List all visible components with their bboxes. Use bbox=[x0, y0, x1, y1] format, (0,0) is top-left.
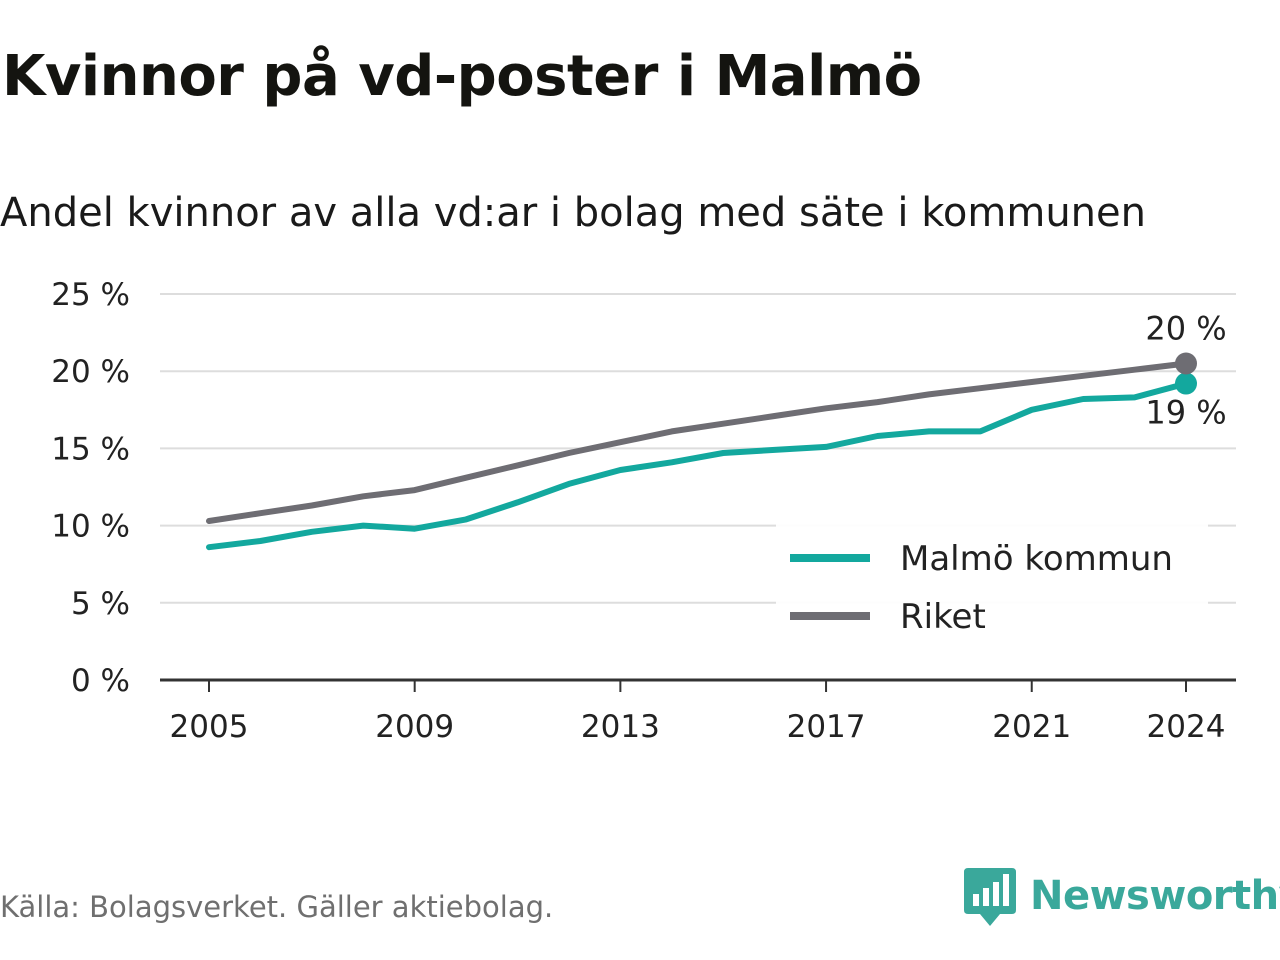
x-tick-label: 2013 bbox=[581, 709, 660, 745]
x-tick-label: 2017 bbox=[787, 709, 866, 745]
y-tick-label: 5 % bbox=[71, 586, 130, 622]
end-label-malmo: 19 % bbox=[1145, 394, 1226, 432]
end-marker-malmo bbox=[1175, 372, 1197, 395]
source-note: Källa: Bolagsverket. Gäller aktiebolag. bbox=[0, 890, 554, 924]
newsworthy-logo: Newsworthy bbox=[962, 864, 1280, 928]
y-tick-label: 15 % bbox=[51, 431, 130, 467]
line-chart: 0 % 5 % 10 % 15 % 20 % 25 % 2005 2009 2013 2017 20… bbox=[51, 277, 1236, 745]
y-tick-label: 10 % bbox=[51, 509, 130, 545]
y-tick-label: 20 % bbox=[51, 354, 130, 390]
chart-title: Kvinnor på vd-poster i Malmö bbox=[2, 44, 922, 109]
x-tick-label: 2024 bbox=[1147, 709, 1226, 745]
series-line-malmo bbox=[206, 380, 1189, 551]
x-tick-label: 2021 bbox=[992, 709, 1071, 745]
brand-name: Newsworthy bbox=[1030, 873, 1280, 919]
y-tick-label: 25 % bbox=[51, 277, 130, 313]
newsworthy-logo-icon bbox=[964, 868, 1016, 926]
x-tick-label: 2005 bbox=[170, 709, 249, 745]
end-marker-riket bbox=[1175, 352, 1197, 375]
legend-label-riket: Riket bbox=[900, 597, 986, 637]
end-label-riket: 20 % bbox=[1145, 309, 1226, 347]
legend-label-malmo: Malmö kommun bbox=[900, 539, 1173, 579]
series-line-riket bbox=[206, 360, 1189, 524]
chart-subtitle: Andel kvinnor av alla vd:ar i bolag med … bbox=[0, 190, 1146, 236]
y-tick-label: 0 % bbox=[71, 663, 130, 699]
x-tick-label: 2009 bbox=[375, 709, 454, 745]
